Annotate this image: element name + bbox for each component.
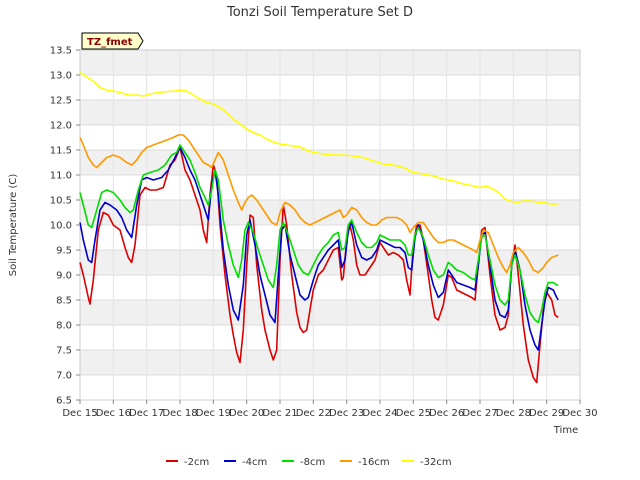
y-axis-ticks: 6.5 7.0 7.5 8.0 8.5 9.0 9.5 10.0 10.5 11.0 11.5 12.…: [50, 46, 80, 407]
x-axis-label: Time: [553, 425, 578, 436]
y-tick-label: 8.0: [56, 321, 72, 332]
x-tick-label: Dec 22: [296, 408, 331, 419]
grid-band: [80, 200, 580, 225]
y-tick-label: 11.0: [50, 171, 72, 182]
legend-label: -32cm: [420, 457, 452, 468]
y-tick-label: 10.5: [50, 196, 72, 207]
chart-title: Tonzi Soil Temperature Set D: [226, 5, 413, 20]
badge-box: [81, 32, 144, 50]
series-line-8cm: [79, 144, 559, 324]
y-tick-label: 7.5: [56, 346, 72, 357]
x-tick-label: Dec 20: [229, 408, 264, 419]
y-tick-label: 12.5: [50, 96, 72, 107]
x-tick-label: Dec 29: [529, 408, 564, 419]
legend: -2cm -4cm -8cm -16cm -32cm: [166, 457, 452, 468]
badge-label: TZ_fmet: [87, 37, 133, 48]
legend-label: -16cm: [358, 457, 390, 468]
legend-label: -8cm: [300, 457, 325, 468]
y-tick-label: 9.0: [56, 271, 72, 282]
badge: TZ_fmet: [81, 32, 144, 50]
y-tick-label: 6.5: [56, 396, 72, 407]
series-line-16cm: [79, 134, 559, 274]
y-tick-label: 11.5: [50, 146, 72, 157]
y-tick-label: 9.5: [56, 246, 72, 257]
grid-band: [80, 50, 580, 75]
legend-label: -2cm: [184, 457, 209, 468]
series-group: [79, 71, 559, 384]
x-tick-label: Dec 30: [562, 408, 597, 419]
x-tick-label: Dec 17: [129, 408, 164, 419]
x-tick-label: Dec 16: [96, 408, 131, 419]
y-tick-label: 12.0: [50, 121, 72, 132]
x-tick-label: Dec 27: [462, 408, 497, 419]
y-tick-label: 13.0: [50, 71, 72, 82]
x-tick-label: Dec 19: [196, 408, 231, 419]
x-tick-label: Dec 18: [162, 408, 197, 419]
x-tick-label: Dec 28: [496, 408, 531, 419]
y-tick-label: 10.0: [50, 221, 72, 232]
x-tick-label: Dec 15: [62, 408, 97, 419]
y-tick-label: 13.5: [50, 46, 72, 57]
grid-band: [80, 350, 580, 375]
x-tick-label: Dec 25: [396, 408, 431, 419]
y-tick-label: 7.0: [56, 371, 72, 382]
y-axis-label: Soil Temperature (C): [8, 174, 19, 277]
x-tick-label: Dec 26: [429, 408, 464, 419]
legend-label: -4cm: [242, 457, 267, 468]
y-tick-label: 8.5: [56, 296, 72, 307]
series-line-32cm: [79, 71, 559, 205]
x-tick-label: Dec 21: [262, 408, 297, 419]
grid-band: [80, 100, 580, 125]
x-tick-label: Dec 23: [329, 408, 364, 419]
x-tick-label: Dec 24: [362, 408, 397, 419]
